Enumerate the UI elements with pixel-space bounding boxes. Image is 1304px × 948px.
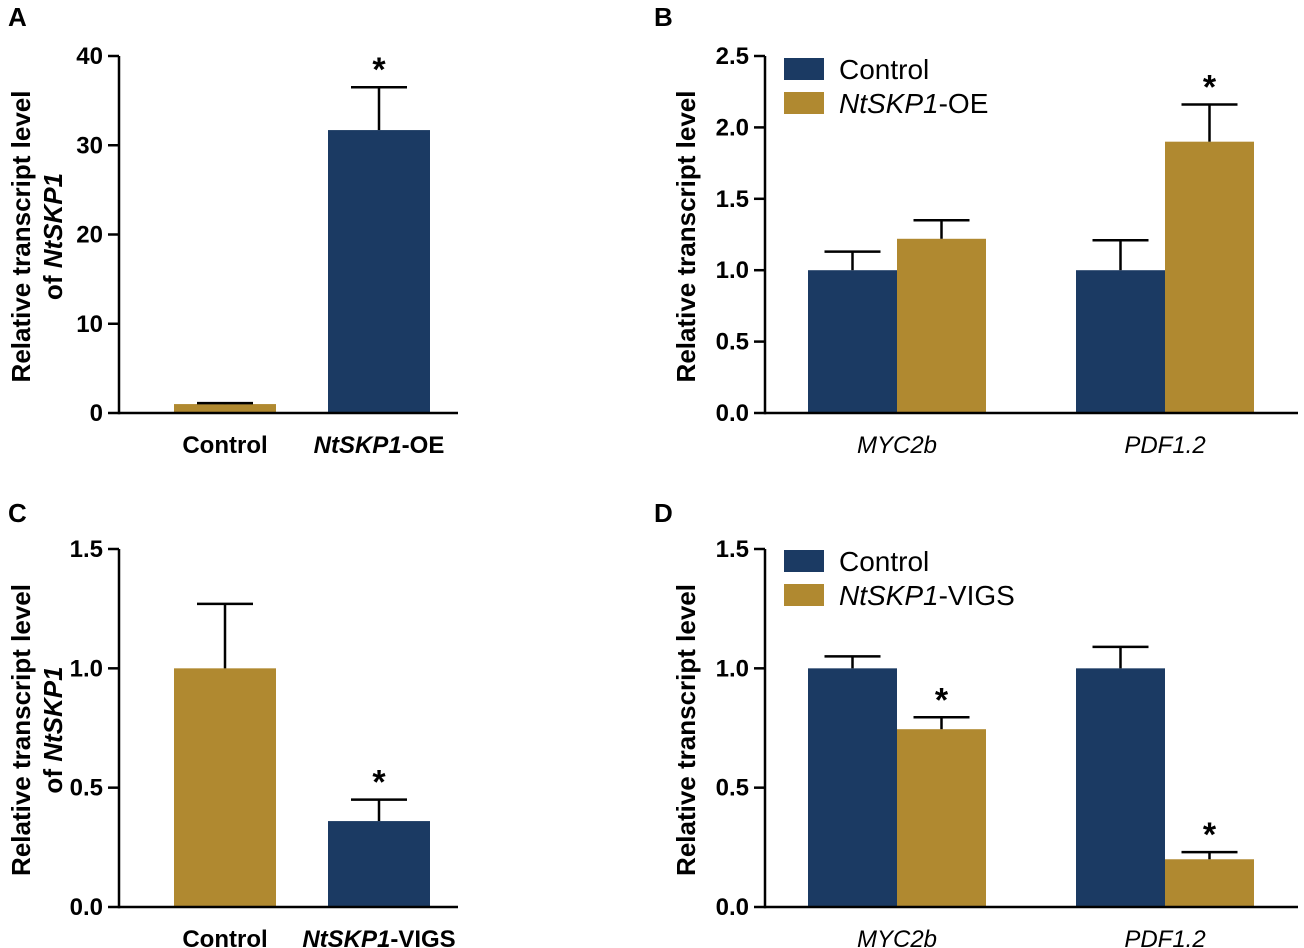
y-axis-label-prefix: of (38, 268, 68, 300)
category-label-text: Control (182, 926, 267, 948)
bar (808, 270, 897, 413)
y-axis-label-gene: NtSKP1 (38, 666, 68, 761)
bar (174, 404, 276, 413)
y-axis-label: Relative transcript level (6, 91, 36, 383)
bar (808, 668, 897, 907)
y-tick-label: 1.5 (716, 536, 749, 563)
category-label-italic: NtSKP1 (302, 926, 390, 948)
category-label-text: -VIGS (390, 926, 455, 948)
bar (174, 668, 276, 907)
y-tick-label: 0.5 (70, 775, 103, 802)
category-label: PDF1.2 (1124, 926, 1205, 948)
panel-d: D 0.0 0.5 1.0 1.5 * * MYC2b PDF1.2 Relative trans… (654, 498, 1298, 948)
bar (897, 729, 986, 907)
y-tick-label: 20 (76, 222, 103, 249)
panel-c: C0.00.51.01.5*Control NtSKP1-VIGSRelative… (6, 498, 458, 948)
y-tick-label: 0.0 (716, 400, 749, 427)
legend-label-text: -VIGS (939, 580, 1015, 611)
legend-label-text: Control (839, 546, 929, 577)
bar (1165, 141, 1254, 413)
y-tick-label: 1.5 (716, 186, 749, 213)
legend-swatch (784, 550, 824, 572)
legend-swatch (784, 92, 824, 114)
y-tick-label: 1.5 (70, 536, 103, 563)
y-axis-label: Relative transcript level (671, 584, 701, 876)
category-label: MYC2b (857, 926, 937, 948)
y-tick-label: 0.5 (716, 775, 749, 802)
category-label-text: Control (182, 432, 267, 459)
bar (1076, 668, 1165, 907)
y-tick-label: 10 (76, 311, 103, 338)
category-label-italic: PDF1.2 (1124, 432, 1205, 459)
bar (897, 238, 986, 413)
bar (328, 130, 430, 413)
bar (1165, 859, 1254, 907)
legend-label-italic: NtSKP1 (839, 580, 939, 611)
panel-letter: C (8, 498, 27, 528)
category-label-text: -OE (402, 432, 445, 459)
category-label-italic: MYC2b (857, 926, 937, 948)
category-label: MYC2b (857, 432, 937, 459)
category-label-italic: MYC2b (857, 432, 937, 459)
y-axis-label: Relative transcript level (671, 91, 701, 383)
y-tick-label: 0.0 (70, 894, 103, 921)
significance-star: * (372, 51, 386, 89)
legend-label-italic: NtSKP1 (839, 88, 939, 119)
y-tick-label: 1.0 (716, 655, 749, 682)
category-label: Control (182, 432, 267, 459)
category-label-italic: PDF1.2 (1124, 926, 1205, 948)
y-tick-label: 0 (90, 400, 103, 427)
y-tick-label: 0.5 (716, 329, 749, 356)
legend-swatch (784, 58, 824, 80)
significance-star: * (1203, 816, 1217, 854)
legend-label: NtSKP1-OE (839, 88, 988, 119)
y-axis-label-gene: NtSKP1 (38, 173, 68, 268)
significance-star: * (935, 681, 949, 719)
panel-letter: D (654, 498, 673, 528)
legend-label: Control (839, 546, 929, 577)
y-tick-label: 30 (76, 132, 103, 159)
y-tick-label: 0.0 (716, 894, 749, 921)
y-axis-label-line2: of NtSKP1 (38, 173, 68, 300)
bar (1076, 270, 1165, 413)
panel-b: B 0.0 0.5 1.0 1.5 2.0 2.5 * MYC2b PDF1.2 Relative … (654, 2, 1298, 459)
category-label: PDF1.2 (1124, 432, 1205, 459)
y-axis-label: Relative transcript level (6, 584, 36, 876)
category-label: Control (182, 926, 267, 948)
significance-star: * (1203, 69, 1217, 107)
significance-star: * (372, 764, 386, 802)
y-tick-label: 40 (76, 43, 103, 70)
legend-label: Control (839, 54, 929, 85)
y-axis-label-prefix: of (38, 762, 68, 794)
panel-letter: A (8, 2, 27, 32)
legend-swatch (784, 584, 824, 606)
y-tick-label: 1.0 (70, 655, 103, 682)
y-tick-label: 1.0 (716, 257, 749, 284)
panel-letter: B (654, 2, 673, 32)
legend-label: NtSKP1-VIGS (839, 580, 1015, 611)
category-label-italic: NtSKP1 (314, 432, 402, 459)
category-label: NtSKP1-VIGS (302, 926, 455, 948)
y-tick-label: 2.5 (716, 43, 749, 70)
y-axis-label-line2: of NtSKP1 (38, 666, 68, 793)
legend-label-text: Control (839, 54, 929, 85)
legend-label-text: -OE (939, 88, 989, 119)
category-label: NtSKP1-OE (314, 432, 445, 459)
bar (328, 821, 430, 907)
y-tick-label: 2.0 (716, 114, 749, 141)
